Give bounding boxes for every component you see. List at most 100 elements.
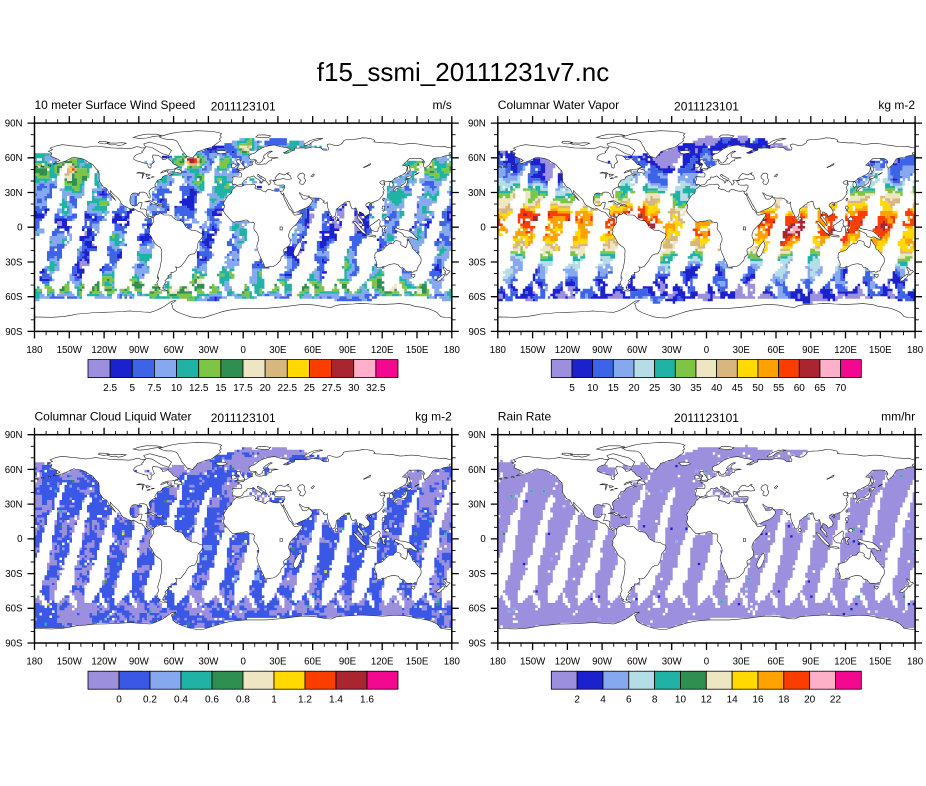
svg-text:15: 15: [608, 383, 620, 394]
svg-text:2011123101: 2011123101: [674, 100, 739, 114]
svg-text:60W: 60W: [164, 345, 185, 356]
svg-text:1: 1: [271, 695, 277, 706]
svg-text:150W: 150W: [57, 345, 83, 356]
svg-text:40: 40: [711, 383, 723, 394]
svg-text:15: 15: [215, 383, 227, 394]
svg-text:8: 8: [652, 695, 658, 706]
svg-text:0: 0: [241, 345, 247, 356]
svg-text:18: 18: [778, 695, 790, 706]
svg-text:0.2: 0.2: [143, 695, 157, 706]
svg-text:60S: 60S: [5, 604, 23, 615]
svg-text:30N: 30N: [468, 500, 486, 511]
svg-text:0.4: 0.4: [174, 695, 188, 706]
svg-text:60E: 60E: [767, 657, 785, 668]
svg-text:45: 45: [732, 383, 744, 394]
svg-text:30W: 30W: [662, 657, 683, 668]
svg-text:0: 0: [116, 695, 122, 706]
svg-text:2011123101: 2011123101: [211, 411, 276, 425]
svg-text:1.4: 1.4: [329, 695, 343, 706]
svg-text:90W: 90W: [129, 345, 150, 356]
svg-text:60W: 60W: [164, 657, 185, 668]
svg-text:55: 55: [773, 383, 785, 394]
svg-text:7.5: 7.5: [147, 383, 161, 394]
svg-text:0: 0: [704, 345, 710, 356]
svg-text:90S: 90S: [469, 327, 487, 338]
svg-text:30: 30: [670, 383, 682, 394]
svg-text:60S: 60S: [469, 292, 487, 303]
svg-text:90N: 90N: [5, 119, 23, 130]
svg-text:2.5: 2.5: [103, 383, 117, 394]
svg-text:5: 5: [130, 383, 136, 394]
svg-text:30E: 30E: [733, 345, 751, 356]
svg-text:60N: 60N: [468, 465, 486, 476]
svg-text:150W: 150W: [520, 657, 546, 668]
svg-text:120E: 120E: [834, 657, 857, 668]
svg-text:30E: 30E: [269, 657, 287, 668]
svg-text:60N: 60N: [5, 465, 23, 476]
svg-text:60: 60: [794, 383, 806, 394]
svg-text:60S: 60S: [469, 604, 487, 615]
svg-text:0.6: 0.6: [205, 695, 219, 706]
svg-text:4: 4: [600, 695, 606, 706]
svg-text:22: 22: [830, 695, 842, 706]
svg-text:30W: 30W: [198, 657, 219, 668]
svg-text:35: 35: [690, 383, 702, 394]
svg-text:180: 180: [490, 657, 507, 668]
svg-text:120E: 120E: [371, 657, 394, 668]
svg-text:mm/hr: mm/hr: [881, 409, 915, 423]
svg-text:kg m-2: kg m-2: [878, 98, 915, 112]
svg-text:12: 12: [701, 695, 713, 706]
svg-text:180: 180: [444, 345, 461, 356]
svg-text:30E: 30E: [269, 345, 287, 356]
svg-text:180: 180: [907, 657, 924, 668]
svg-text:25: 25: [304, 383, 316, 394]
svg-text:2011123101: 2011123101: [674, 411, 739, 425]
svg-text:30S: 30S: [469, 569, 487, 580]
svg-text:Rain Rate: Rain Rate: [498, 409, 552, 423]
svg-text:6: 6: [626, 695, 632, 706]
svg-text:180: 180: [907, 345, 924, 356]
svg-text:27.5: 27.5: [322, 383, 342, 394]
svg-text:120E: 120E: [834, 345, 857, 356]
svg-text:20: 20: [628, 383, 640, 394]
svg-text:0: 0: [480, 534, 486, 545]
svg-text:30S: 30S: [5, 569, 23, 580]
svg-text:60S: 60S: [5, 292, 23, 303]
svg-text:m/s: m/s: [432, 98, 451, 112]
svg-text:10: 10: [171, 383, 183, 394]
svg-text:180: 180: [490, 345, 507, 356]
svg-text:90E: 90E: [802, 345, 820, 356]
svg-text:0: 0: [704, 657, 710, 668]
svg-text:30W: 30W: [198, 345, 219, 356]
svg-text:60N: 60N: [468, 153, 486, 164]
svg-text:22.5: 22.5: [278, 383, 298, 394]
svg-text:120W: 120W: [555, 345, 581, 356]
svg-text:150E: 150E: [869, 345, 892, 356]
svg-text:0: 0: [17, 534, 23, 545]
svg-text:30E: 30E: [733, 657, 751, 668]
svg-text:32.5: 32.5: [366, 383, 386, 394]
svg-text:30S: 30S: [5, 257, 23, 268]
svg-text:65: 65: [814, 383, 826, 394]
svg-text:1.2: 1.2: [298, 695, 312, 706]
svg-text:Columnar Cloud Liquid Water: Columnar Cloud Liquid Water: [35, 409, 192, 423]
svg-text:14: 14: [727, 695, 739, 706]
svg-text:90W: 90W: [592, 345, 613, 356]
svg-text:16: 16: [752, 695, 764, 706]
svg-text:120E: 120E: [371, 345, 394, 356]
svg-text:90N: 90N: [468, 430, 486, 441]
svg-text:25: 25: [649, 383, 661, 394]
svg-text:30S: 30S: [469, 257, 487, 268]
svg-text:0.8: 0.8: [236, 695, 250, 706]
svg-text:17.5: 17.5: [233, 383, 253, 394]
svg-text:50: 50: [752, 383, 764, 394]
svg-text:90N: 90N: [5, 430, 23, 441]
svg-text:150W: 150W: [57, 657, 83, 668]
svg-text:180: 180: [444, 657, 461, 668]
svg-text:150E: 150E: [406, 345, 429, 356]
svg-text:90E: 90E: [339, 657, 357, 668]
svg-text:20: 20: [260, 383, 272, 394]
svg-text:30N: 30N: [5, 188, 23, 199]
svg-text:f15_ssmi_20111231v7.nc: f15_ssmi_20111231v7.nc: [317, 57, 609, 87]
svg-text:1.6: 1.6: [360, 695, 374, 706]
